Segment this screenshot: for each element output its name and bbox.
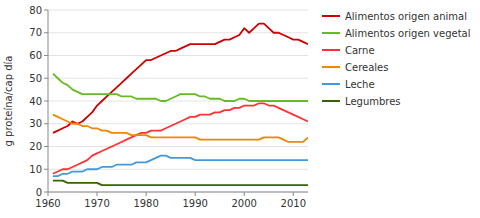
plot-area (53, 24, 308, 186)
series-line (53, 74, 308, 101)
x-tick-label: 1980 (133, 198, 158, 209)
x-tick-label: 1990 (182, 198, 207, 209)
series-line (53, 156, 308, 176)
x-axis-line (48, 192, 308, 193)
y-tick-label: 50 (29, 73, 42, 84)
y-tick-label: 0 (36, 187, 42, 198)
y-tick (44, 192, 48, 193)
y-tick (44, 32, 48, 33)
grid-line (48, 78, 308, 79)
x-tick (146, 192, 147, 196)
x-tick (195, 192, 196, 196)
y-tick-label: 20 (29, 141, 42, 152)
y-tick (44, 169, 48, 170)
y-tick-label: 30 (29, 118, 42, 129)
legend-label: Legumbres (345, 96, 401, 107)
y-axis: 0 10 20 30 40 50 60 70 80 (29, 5, 308, 198)
y-tick-label: 40 (29, 96, 42, 107)
x-tick (97, 192, 98, 196)
legend-swatch (322, 49, 340, 51)
series-line (53, 181, 308, 186)
y-tick-label: 70 (29, 27, 42, 38)
series-line (53, 115, 308, 142)
grid-line (48, 146, 308, 147)
legend-label: Alimentos origen animal (345, 11, 467, 22)
y-tick (44, 146, 48, 147)
y-tick-label: 80 (29, 5, 42, 16)
y-tick (44, 101, 48, 102)
x-tick-label: 2010 (281, 198, 306, 209)
legend-swatch (322, 66, 340, 68)
legend-swatch (322, 32, 340, 34)
y-tick-label: 10 (29, 164, 42, 175)
y-tick (44, 123, 48, 124)
legend-swatch (322, 15, 340, 17)
legend-label: Cereales (345, 62, 388, 73)
grid-line (48, 55, 308, 56)
grid-line (48, 192, 308, 193)
legend: Alimentos origen animal Alimentos origen … (322, 11, 470, 107)
grid-line (48, 10, 308, 11)
legend-label: Leche (345, 79, 375, 90)
y-tick-label: 60 (29, 50, 42, 61)
series-line (53, 24, 308, 133)
legend-swatch (322, 100, 340, 102)
x-axis: 1960 1970 1980 1990 2000 2010 (35, 192, 306, 209)
y-tick (44, 55, 48, 56)
x-tick-label: 2000 (231, 198, 256, 209)
chart: 0 10 20 30 40 50 60 70 80 1960 1970 1980 1990 2000 201… (0, 0, 480, 218)
x-tick (48, 192, 49, 196)
y-axis-line (48, 10, 49, 192)
x-tick (293, 192, 294, 196)
x-tick-label: 1970 (84, 198, 109, 209)
legend-swatch (322, 83, 340, 85)
series-line (53, 103, 308, 174)
grid-line (48, 32, 308, 33)
y-tick (44, 10, 48, 11)
legend-label: Carne (345, 45, 375, 56)
y-tick (44, 78, 48, 79)
x-tick (244, 192, 245, 196)
y-axis-label: g proteína/cap día (3, 56, 14, 147)
x-tick-label: 1960 (35, 198, 60, 209)
legend-label: Alimentos origen vegetal (345, 28, 470, 39)
